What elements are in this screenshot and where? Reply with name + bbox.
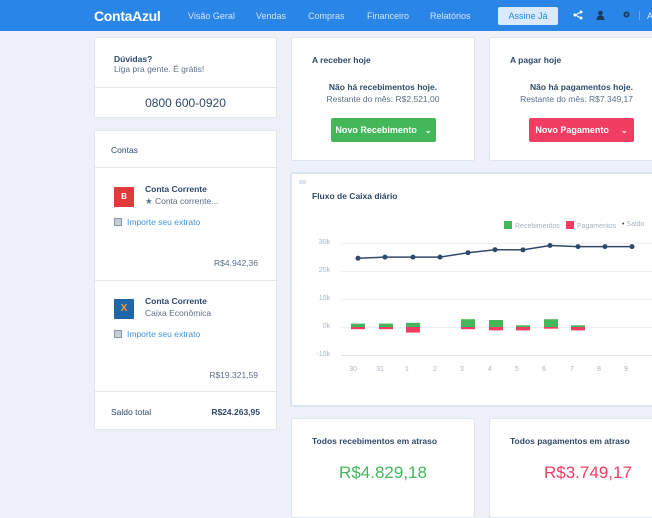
overdue-receivables-title: Todos recebimentos em atraso: [312, 436, 438, 446]
x-tick: 9: [624, 366, 628, 373]
nav-visao-geral[interactable]: Visão Geral: [188, 11, 235, 21]
help-phone[interactable]: 0800 600-0920: [145, 96, 226, 110]
total-balance-label: Saldo total: [111, 407, 152, 417]
payable-remaining: Restante do mês: R$7.349,17: [520, 94, 633, 104]
overdue-receivables-card: Todos recebimentos em atraso R$4.829,18: [291, 418, 475, 518]
chevron-down-icon: ⌄: [424, 126, 432, 135]
chart-title: Fluxo de Caixa diário: [312, 191, 398, 201]
assine-ja-button[interactable]: Assine Já: [498, 7, 558, 25]
x-tick: 5: [515, 366, 519, 373]
help-subtitle: Liga pra gente. É grátis!: [114, 64, 205, 74]
import-statement-link[interactable]: Importe seu extrato: [114, 329, 200, 339]
nav-vendas[interactable]: Vendas: [256, 11, 287, 21]
account-balance: R$19.321,59: [209, 370, 258, 380]
bank-logo-icon: B: [114, 187, 134, 207]
legend-line-marker-icon: •: [622, 221, 625, 228]
receivable-today-card: A receber hoje Não há recebimentos hoje.…: [291, 37, 475, 161]
legend-saldo[interactable]: • Saldo: [622, 221, 645, 228]
payable-today-card: A pagar hoje Não há pagamentos hoje. Res…: [489, 37, 652, 161]
new-receivable-button[interactable]: Novo Recebimento ⌄: [331, 118, 436, 142]
x-tick: 1: [405, 366, 409, 373]
gear-icon[interactable]: [622, 10, 631, 23]
x-tick: 3: [460, 366, 464, 373]
x-tick: 4: [488, 366, 492, 373]
truncated-menu-text[interactable]: A: [647, 11, 652, 21]
accounts-title: Contas: [111, 145, 138, 155]
gridline: [341, 271, 652, 272]
separator: [639, 11, 640, 20]
y-tick: 10k: [318, 295, 330, 302]
top-navigation-bar: ContaAzul Visão Geral Vendas Compras Fin…: [0, 0, 652, 31]
nav-compras[interactable]: Compras: [308, 11, 345, 21]
x-tick: 30: [349, 366, 357, 373]
help-title: Dúvidas?: [114, 54, 153, 64]
y-tick: 0k: [322, 323, 330, 330]
statement-icon: [114, 330, 122, 338]
legend-swatch: [504, 221, 512, 229]
x-tick: 31: [376, 366, 384, 373]
import-statement-link[interactable]: Importe seu extrato: [114, 217, 200, 227]
y-tick: -10k: [316, 351, 330, 358]
receivable-empty-message: Não há recebimentos hoje.: [328, 82, 438, 92]
divider: [95, 167, 276, 168]
y-tick: 20k: [318, 267, 330, 274]
account-name[interactable]: Conta Corrente: [145, 184, 207, 194]
payable-empty-message: Não há pagamentos hoje.: [530, 82, 633, 92]
legend-swatch: [566, 221, 574, 229]
chevron-down-icon: ⌄: [620, 126, 628, 135]
gridline: [341, 299, 652, 300]
x-tick: 8: [597, 366, 601, 373]
accounts-card: Contas B Conta Corrente ★ Conta corrente…: [94, 130, 277, 430]
legend-pagamentos[interactable]: Pagamentos: [566, 221, 616, 230]
bars-recebimentos: [351, 319, 585, 327]
legend-recebimentos[interactable]: Recebimentos: [504, 221, 560, 230]
cashflow-chart-card: Fluxo de Caixa diário Recebimentos Pagam…: [291, 173, 652, 406]
overdue-payables-card: Todos pagamentos em atraso R$3.749,17: [489, 418, 652, 518]
gridline: [341, 243, 652, 244]
account-desc: Caixa Econômica: [145, 308, 212, 318]
bank-logo-icon: X: [114, 299, 134, 319]
total-balance-value: R$24.263,95: [211, 407, 260, 417]
overdue-payables-title: Todos pagamentos em atraso: [510, 436, 630, 446]
user-icon[interactable]: [596, 10, 605, 24]
divider: [95, 391, 276, 392]
statement-icon: [114, 218, 122, 226]
x-axis-line: [341, 355, 652, 356]
overdue-receivables-value[interactable]: R$4.829,18: [339, 463, 427, 482]
nav-relatorios[interactable]: Relatórios: [430, 11, 471, 21]
divider: [95, 87, 276, 88]
x-tick: 6: [542, 366, 546, 373]
help-card: Dúvidas? Liga pra gente. É grátis! 0800 …: [94, 37, 277, 118]
payable-title: A pagar hoje: [510, 55, 562, 65]
receivable-remaining: Restante do mês: R$2.521,00: [326, 94, 440, 104]
logo[interactable]: ContaAzul: [94, 8, 161, 24]
overdue-payables-value[interactable]: R$3.749,17: [544, 463, 632, 482]
y-tick: 30k: [318, 239, 330, 246]
account-balance: R$4.942,36: [214, 258, 258, 268]
x-tick: 7: [570, 366, 574, 373]
receivable-title: A receber hoje: [312, 55, 371, 65]
new-payment-button[interactable]: Novo Pagamento ⌄: [529, 118, 634, 142]
line-saldo: [355, 243, 635, 261]
share-icon[interactable]: [573, 10, 583, 24]
drag-handle-icon[interactable]: [299, 180, 306, 184]
nav-financeiro[interactable]: Financeiro: [367, 11, 410, 21]
account-name[interactable]: Conta Corrente: [145, 296, 207, 306]
account-desc: ★ Conta corrente...: [145, 196, 219, 206]
x-tick: 2: [433, 366, 437, 373]
bars-pagamentos: [351, 327, 585, 333]
divider: [95, 280, 276, 281]
